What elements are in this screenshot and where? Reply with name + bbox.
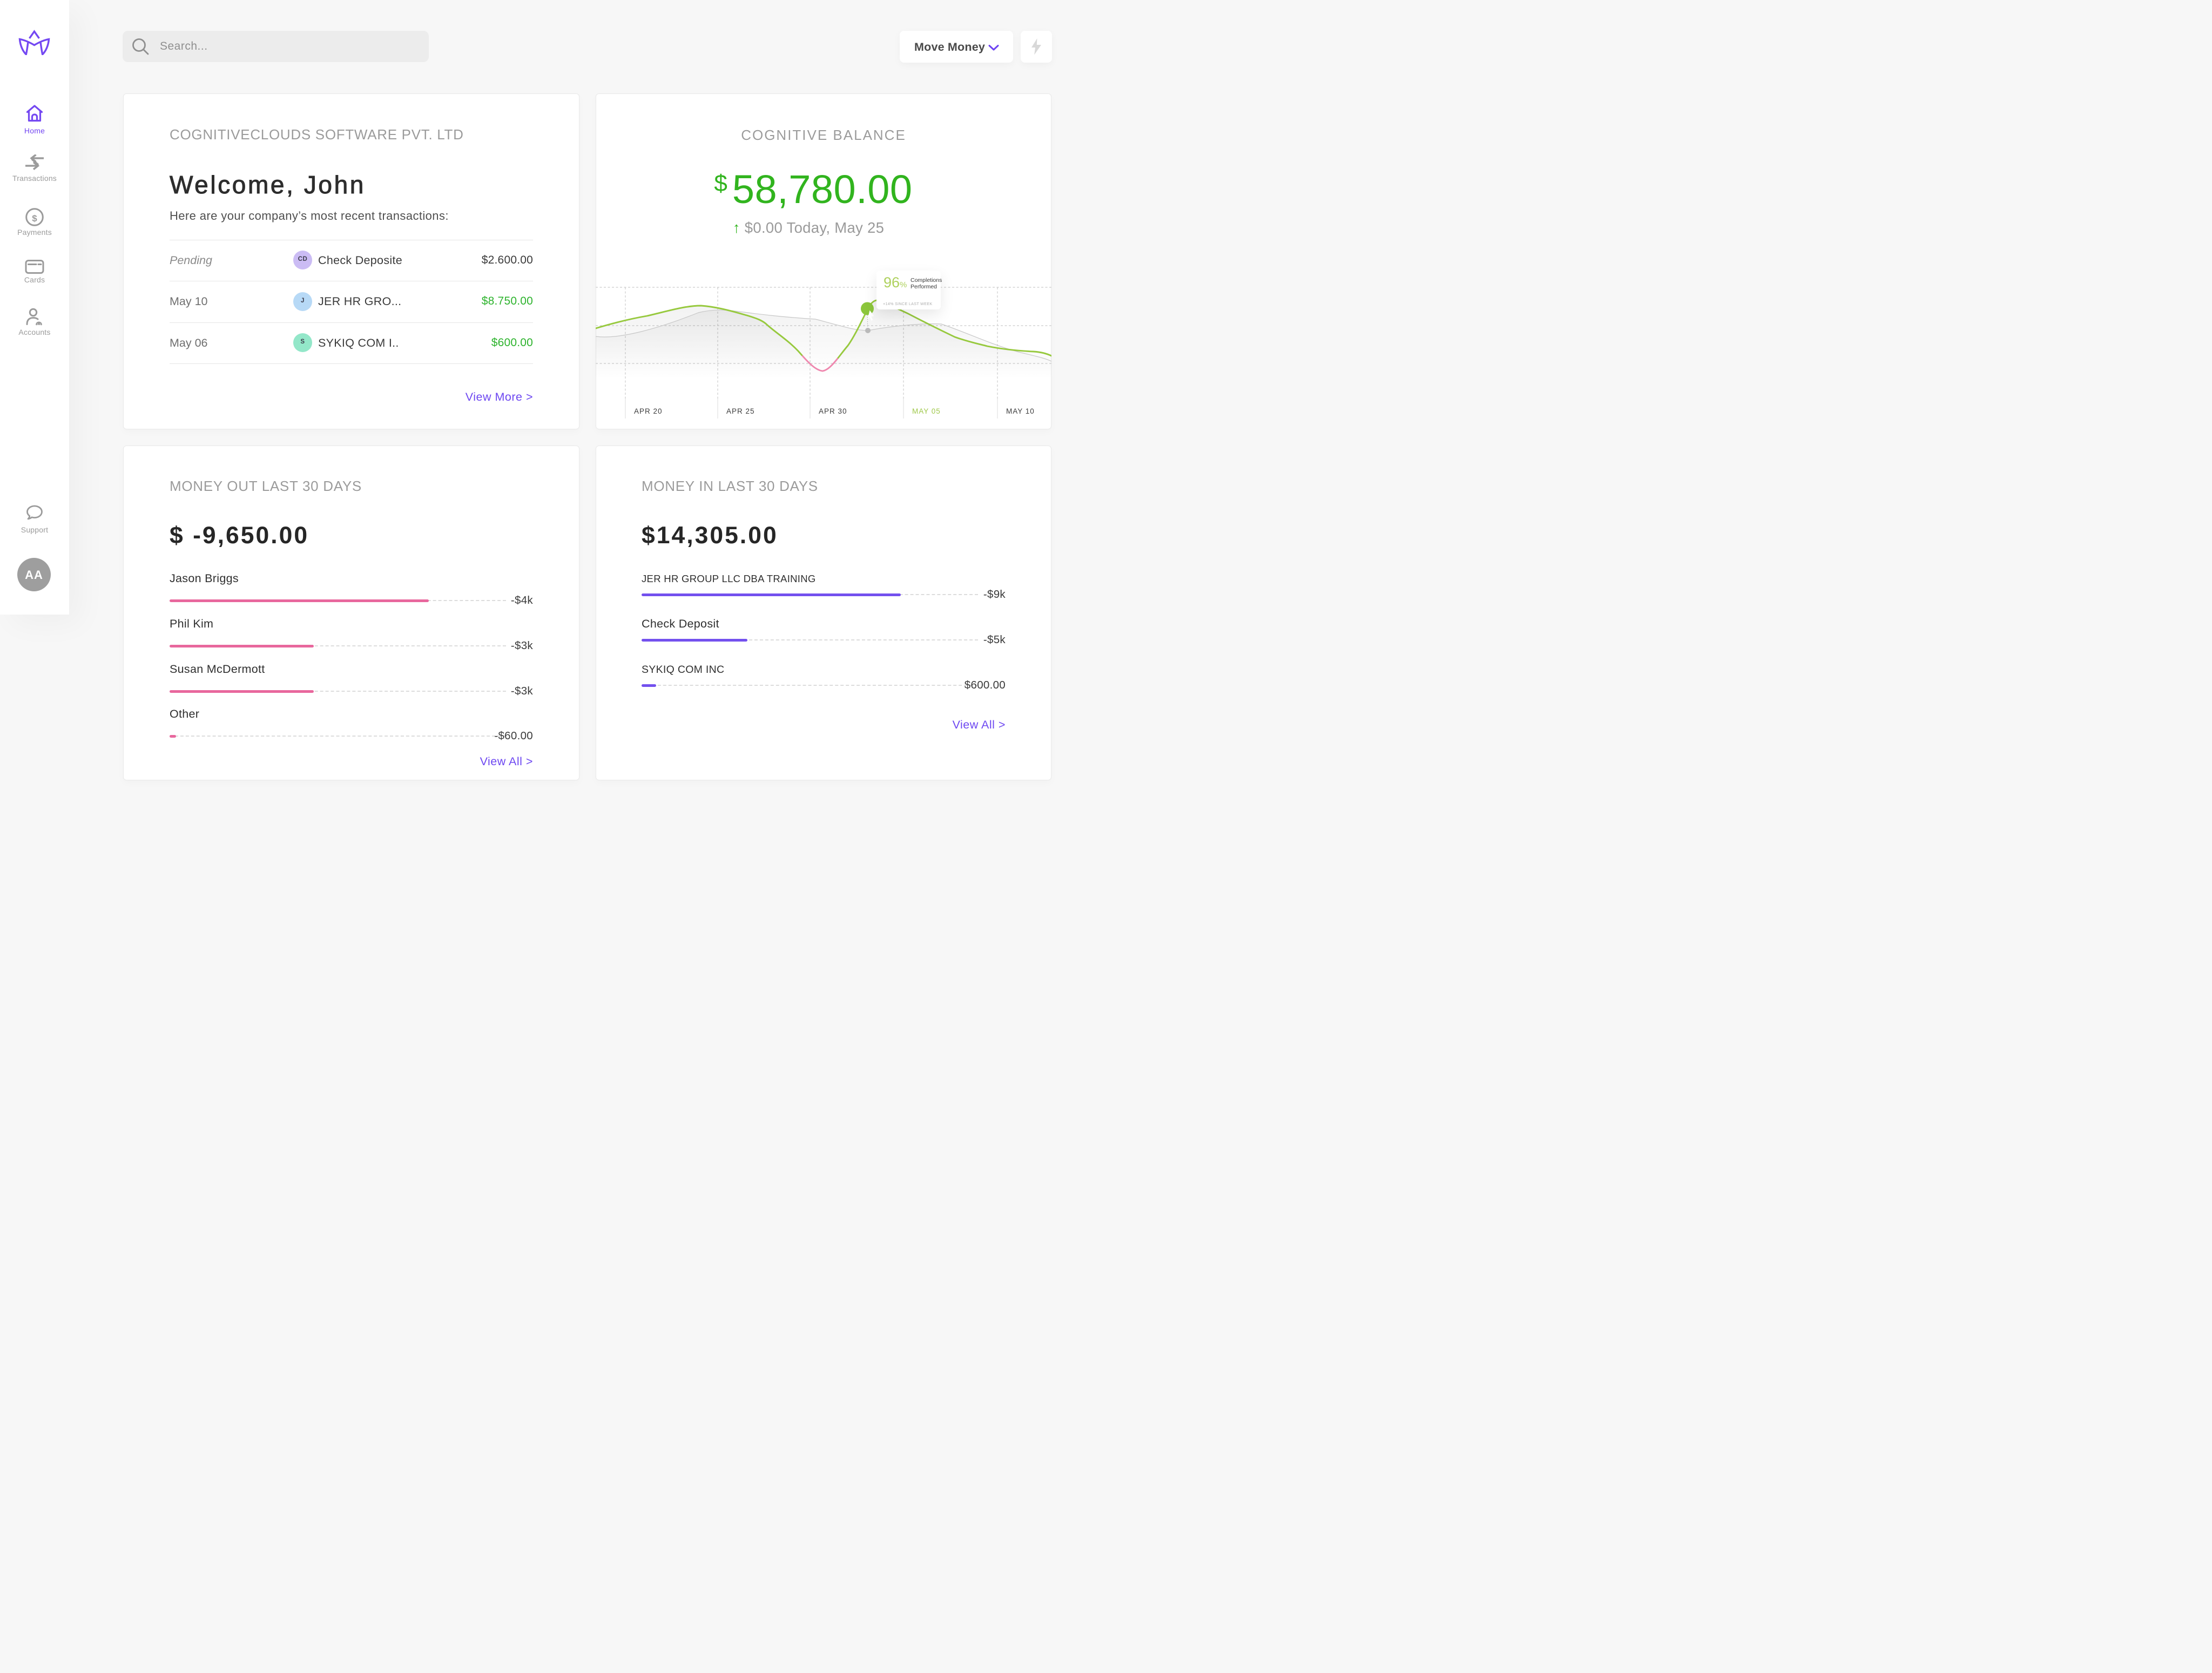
svg-text:$: $	[32, 213, 37, 224]
svg-text:MAY 10: MAY 10	[1006, 407, 1035, 415]
svg-text:APR 20: APR 20	[634, 407, 663, 415]
svg-text:MAY 05: MAY 05	[912, 407, 941, 415]
svg-text:APR 30: APR 30	[819, 407, 847, 415]
svg-text:APR 25: APR 25	[726, 407, 755, 415]
